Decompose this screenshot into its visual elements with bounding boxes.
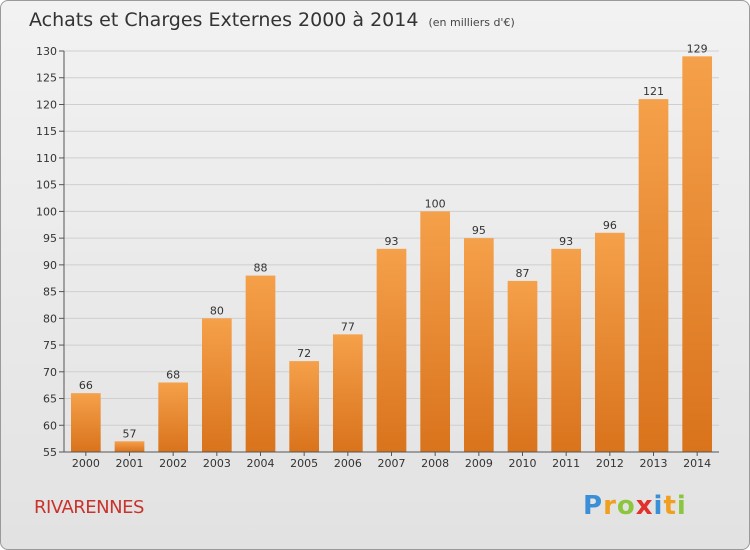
x-tick-label-2004: 2004 — [247, 457, 275, 470]
data-label-2002: 68 — [166, 368, 180, 381]
bar-2002 — [158, 382, 189, 452]
x-tick-label-2008: 2008 — [421, 457, 449, 470]
y-tick-label: 120 — [36, 98, 57, 111]
y-tick-label: 75 — [43, 339, 57, 352]
bar-2000 — [70, 393, 101, 452]
chart-title: Achats et Charges Externes 2000 à 2014 (e… — [29, 9, 515, 31]
bar-2006 — [332, 334, 363, 452]
bar-2003 — [201, 318, 232, 452]
logo-letter: i — [653, 491, 664, 521]
y-tick-label: 110 — [36, 152, 57, 165]
x-tick-label-2000: 2000 — [72, 457, 100, 470]
data-label-2014: 129 — [687, 42, 708, 55]
y-tick-label: 60 — [43, 419, 57, 432]
x-tick-label-2001: 2001 — [116, 457, 144, 470]
x-tick-label-2009: 2009 — [465, 457, 493, 470]
y-tick-label: 100 — [36, 205, 57, 218]
bars: 66 57 68 80 88 72 77 93 100 95 87 93 96 121 129 — [70, 42, 713, 453]
chart-subtitle: (en milliers d'€) — [428, 16, 515, 29]
logo-letter: P — [583, 491, 604, 521]
bar-2013 — [638, 99, 669, 453]
data-label-2001: 57 — [123, 427, 137, 440]
proxiti-logo: Proxiti — [583, 491, 687, 521]
bar-2010 — [507, 280, 538, 452]
bar-2012 — [594, 232, 625, 452]
y-tick-label: 65 — [43, 393, 57, 406]
x-tick-label-2013: 2013 — [640, 457, 668, 470]
data-label-2011: 93 — [559, 235, 573, 248]
data-label-2013: 121 — [643, 85, 664, 98]
data-label-2009: 95 — [472, 224, 486, 237]
bar-2008 — [420, 211, 451, 452]
logo-letter: x — [635, 491, 654, 521]
logo-letter: r — [603, 491, 617, 521]
commune-name: RIVARENNES — [34, 497, 144, 518]
y-tick-label: 80 — [43, 312, 57, 325]
y-tick-label: 55 — [43, 446, 57, 459]
axes: 55 60 65 70 75 80 85 90 95 100 105 110 115 120 125 130 2… — [36, 45, 719, 470]
x-tick-label-2002: 2002 — [159, 457, 187, 470]
x-tick-label-2011: 2011 — [552, 457, 580, 470]
y-tick-label: 130 — [36, 45, 57, 58]
logo-letter: o — [616, 491, 636, 521]
logo-letter: i — [676, 491, 687, 521]
y-tick-label: 85 — [43, 286, 57, 299]
y-tick-label: 105 — [36, 179, 57, 192]
bar-2005 — [289, 361, 320, 452]
x-tick-label-2006: 2006 — [334, 457, 362, 470]
data-label-2008: 100 — [425, 197, 446, 210]
x-tick-label-2012: 2012 — [596, 457, 624, 470]
x-tick-label-2010: 2010 — [509, 457, 537, 470]
y-tick-label: 95 — [43, 232, 57, 245]
x-tick-label-2003: 2003 — [203, 457, 231, 470]
bar-2001 — [114, 441, 145, 452]
bar-2014 — [682, 56, 713, 452]
y-tick-label: 125 — [36, 72, 57, 85]
x-tick-label-2014: 2014 — [683, 457, 711, 470]
y-tick-label: 115 — [36, 125, 57, 138]
data-label-2003: 80 — [210, 304, 224, 317]
data-label-2000: 66 — [79, 379, 93, 392]
data-label-2004: 88 — [254, 262, 268, 275]
y-tick-label: 90 — [43, 259, 57, 272]
data-label-2010: 87 — [516, 267, 530, 280]
y-tick-label: 70 — [43, 366, 57, 379]
data-label-2012: 96 — [603, 219, 617, 232]
data-label-2007: 93 — [385, 235, 399, 248]
bar-2009 — [463, 238, 494, 452]
bar-2011 — [551, 248, 582, 452]
bar-2004 — [245, 275, 276, 452]
bar-2007 — [376, 248, 407, 452]
x-tick-label-2007: 2007 — [378, 457, 406, 470]
x-tick-label-2005: 2005 — [290, 457, 318, 470]
logo-letter: t — [663, 491, 677, 521]
data-label-2005: 72 — [297, 347, 311, 360]
data-label-2006: 77 — [341, 320, 355, 333]
chart-title-text: Achats et Charges Externes 2000 à 2014 — [29, 9, 419, 31]
